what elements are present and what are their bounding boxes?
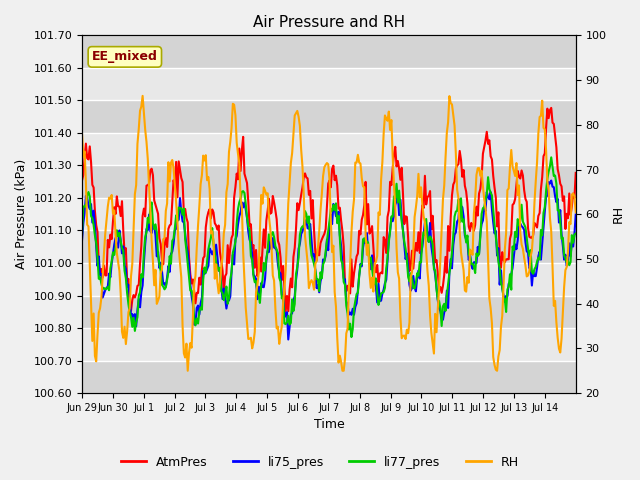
li77_pres: [348, 334, 355, 340]
Bar: [82, 100, 576, 133]
X-axis label: Time: Time: [314, 419, 344, 432]
RH: [111, 208, 118, 214]
Line: li77_pres: li77_pres: [82, 157, 576, 337]
li77_pres: [547, 155, 555, 160]
RH: [572, 209, 580, 215]
Bar: [82, 230, 576, 263]
li75_pres: [431, 272, 439, 278]
li77_pres: [332, 201, 340, 206]
Y-axis label: Air Pressure (kPa): Air Pressure (kPa): [15, 159, 28, 269]
AtmPres: [111, 204, 118, 210]
Legend: AtmPres, li75_pres, li77_pres, RH: AtmPres, li75_pres, li77_pres, RH: [116, 451, 524, 474]
AtmPres: [333, 182, 341, 188]
li75_pres: [572, 212, 580, 217]
li75_pres: [505, 281, 513, 287]
Bar: [82, 296, 576, 328]
li77_pres: [95, 276, 102, 282]
li75_pres: [284, 336, 292, 342]
li75_pres: [78, 237, 86, 243]
AtmPres: [547, 105, 555, 111]
RH: [571, 193, 579, 199]
li77_pres: [572, 230, 580, 236]
li75_pres: [333, 212, 341, 217]
li75_pres: [571, 231, 579, 237]
RH: [433, 329, 440, 335]
RH: [139, 93, 147, 99]
AtmPres: [572, 170, 580, 176]
li77_pres: [78, 232, 86, 238]
Line: AtmPres: AtmPres: [82, 108, 576, 311]
li75_pres: [111, 242, 118, 248]
li75_pres: [547, 178, 555, 183]
RH: [95, 310, 102, 316]
AtmPres: [571, 195, 579, 201]
RH: [78, 132, 86, 137]
AtmPres: [95, 262, 102, 268]
AtmPres: [284, 308, 292, 314]
AtmPres: [431, 259, 439, 265]
Bar: [82, 360, 576, 393]
RH: [506, 164, 514, 170]
li77_pres: [431, 268, 439, 274]
Text: EE_mixed: EE_mixed: [92, 50, 158, 63]
Title: Air Pressure and RH: Air Pressure and RH: [253, 15, 405, 30]
li77_pres: [111, 252, 118, 258]
AtmPres: [78, 178, 86, 183]
Bar: [82, 166, 576, 198]
RH: [184, 368, 191, 373]
Line: RH: RH: [82, 96, 576, 371]
li75_pres: [95, 253, 102, 259]
Line: li75_pres: li75_pres: [82, 180, 576, 339]
li77_pres: [505, 284, 513, 290]
RH: [335, 360, 342, 365]
li77_pres: [571, 232, 579, 238]
Y-axis label: RH: RH: [612, 205, 625, 223]
Bar: [82, 36, 576, 68]
AtmPres: [505, 256, 513, 262]
